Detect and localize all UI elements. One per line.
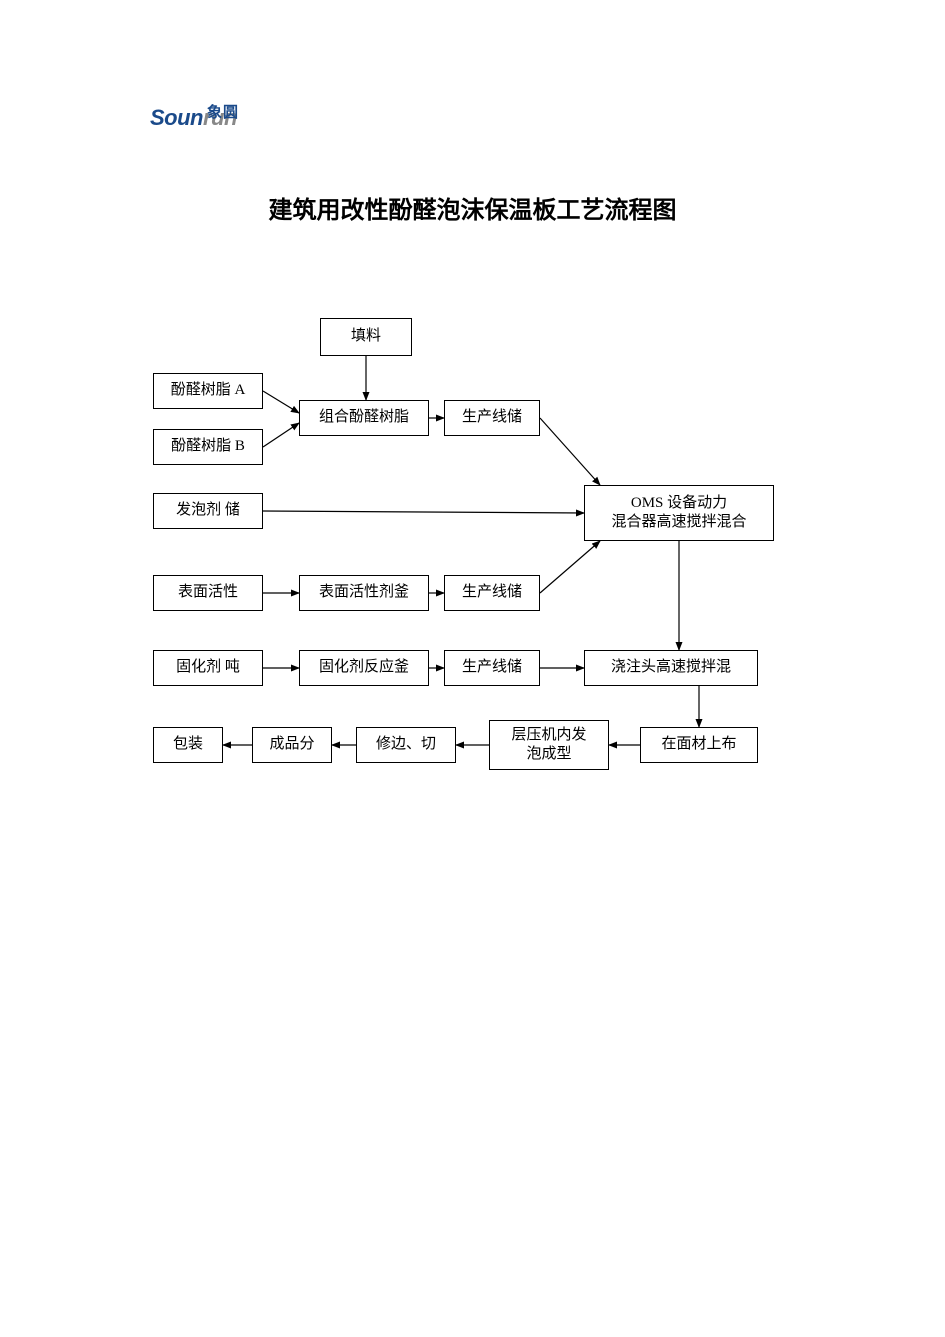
node-sort: 成品分 — [252, 727, 332, 763]
edge-foamAgent-oms — [263, 511, 584, 513]
node-filler: 填料 — [320, 318, 412, 356]
edge-resinA-combine — [263, 391, 299, 413]
node-curing: 固化剂 吨 — [153, 650, 263, 686]
page-title: 建筑用改性酚醛泡沫保温板工艺流程图 — [0, 190, 945, 225]
edge-store2-oms — [540, 541, 600, 593]
edge-resinB-combine — [263, 423, 299, 447]
node-pack: 包装 — [153, 727, 223, 763]
node-layOnFace: 在面材上布 — [640, 727, 758, 763]
edge-store1-oms — [540, 418, 600, 485]
logo-chinese: 象圆 — [207, 101, 239, 122]
node-store3: 生产线储 — [444, 650, 540, 686]
node-curKettle: 固化剂反应釜 — [299, 650, 429, 686]
node-laminate: 层压机内发泡成型 — [489, 720, 609, 770]
node-oms: OMS 设备动力混合器高速搅拌混合 — [584, 485, 774, 541]
page: 象圆 Sounrun 建筑用改性酚醛泡沫保温板工艺流程图 填料酚醛树脂 A 酚醛树… — [0, 0, 945, 1337]
node-surfKettle: 表面活性剂釜 — [299, 575, 429, 611]
node-surfactant: 表面活性 — [153, 575, 263, 611]
node-resinB: 酚醛树脂 B — [153, 429, 263, 465]
logo: 象圆 Sounrun — [150, 105, 237, 131]
node-resinA: 酚醛树脂 A — [153, 373, 263, 409]
node-store1: 生产线储 — [444, 400, 540, 436]
node-store2: 生产线储 — [444, 575, 540, 611]
node-combine: 组合酚醛树脂 — [299, 400, 429, 436]
logo-english-main: Soun — [150, 105, 203, 130]
node-foamAgent: 发泡剂 储 — [153, 493, 263, 529]
node-pourMix: 浇注头高速搅拌混 — [584, 650, 758, 686]
node-trim: 修边、切 — [356, 727, 456, 763]
